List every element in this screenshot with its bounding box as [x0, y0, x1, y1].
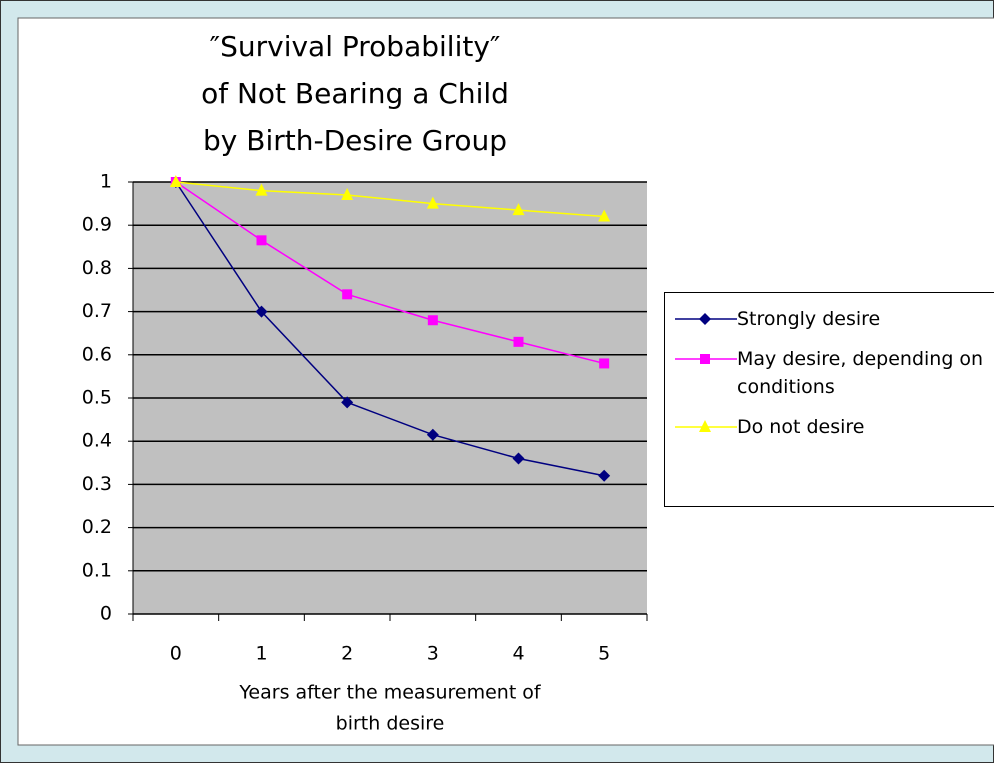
data-point: [598, 209, 611, 222]
data-point: [599, 358, 610, 369]
legend-label: Strongly desire: [737, 308, 881, 330]
data-point: [426, 196, 439, 209]
series-line: [175, 181, 605, 365]
legend-icon: [675, 354, 737, 364]
x-tick-label: 0: [170, 643, 182, 665]
series-line: [175, 181, 605, 477]
y-tick-label: 0: [100, 603, 112, 625]
y-tick-label: 0.6: [82, 343, 112, 365]
legend-entry: May desire, depending on conditions: [665, 347, 994, 401]
legend-marker: [699, 313, 711, 325]
y-tick-label: 0.4: [82, 430, 112, 452]
data-point: [426, 428, 439, 441]
data-point: [512, 203, 525, 216]
legend-icon: [675, 313, 737, 325]
y-tick-label: 0.9: [82, 214, 112, 236]
legend-label: Do not desire: [737, 416, 865, 438]
x-tick-label: 1: [255, 643, 267, 665]
data-point: [255, 305, 268, 318]
x-tick-label: 4: [512, 643, 524, 665]
data-point: [342, 289, 353, 300]
y-tick-label: 0.7: [82, 300, 112, 322]
y-tick-label: 1: [100, 171, 112, 193]
x-tick-label: 3: [427, 643, 439, 665]
data-point: [427, 315, 438, 326]
x-axis-label: birth desire: [336, 713, 445, 735]
data-point: [255, 183, 268, 196]
x-tick-label: 5: [598, 643, 610, 665]
data-point: [341, 187, 354, 200]
data-point: [169, 175, 182, 187]
data-point: [513, 336, 524, 347]
legend-entry: Strongly desire: [665, 307, 994, 333]
chart-title: ″Survival Probability″: [210, 30, 501, 63]
legend-icon: [675, 420, 737, 432]
y-tick-label: 0.5: [82, 387, 112, 409]
data-point: [256, 235, 267, 246]
series-line: [175, 181, 605, 218]
x-tick-label: 2: [341, 643, 353, 665]
y-tick-label: 0.2: [82, 516, 112, 538]
y-tick-label: 0.3: [82, 473, 112, 495]
chart-title: of Not Bearing a Child: [201, 77, 509, 110]
data-point: [512, 452, 525, 465]
legend-marker: [700, 354, 710, 364]
y-tick-label: 0.8: [82, 257, 112, 279]
data-point: [598, 469, 611, 482]
chart-title: by Birth-Desire Group: [203, 124, 507, 157]
legend-label: May desire, depending on conditions: [737, 348, 984, 398]
legend-entry: Do not desire: [665, 415, 994, 441]
legend: Strongly desire May desire, depending on …: [664, 292, 994, 507]
x-axis-label: Years after the measurement of: [238, 682, 542, 704]
y-tick-label: 0.1: [82, 559, 112, 581]
legend-marker: [699, 420, 711, 432]
data-point: [341, 396, 354, 409]
